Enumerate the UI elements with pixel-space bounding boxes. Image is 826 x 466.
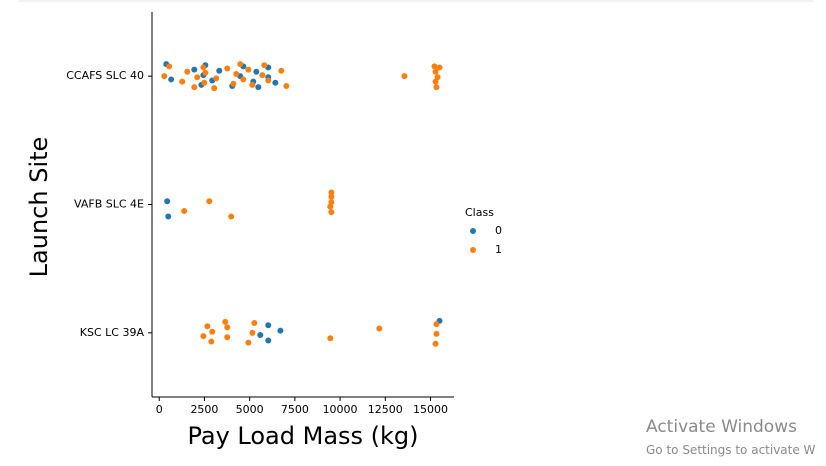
point — [230, 80, 237, 87]
x-tick-label: 15000 — [413, 403, 448, 416]
point — [257, 332, 264, 339]
point — [191, 66, 198, 73]
point — [278, 67, 285, 74]
point — [204, 323, 211, 330]
x-tick-label: 0 — [156, 403, 163, 416]
x-tick-label: 5000 — [236, 403, 264, 416]
point — [265, 337, 272, 344]
point — [201, 79, 208, 86]
point — [213, 75, 220, 82]
point — [228, 213, 235, 220]
point — [194, 74, 201, 81]
point — [327, 335, 334, 342]
point — [216, 67, 223, 74]
point — [434, 74, 441, 81]
point — [224, 334, 231, 341]
point — [436, 64, 443, 71]
point — [249, 329, 256, 336]
point — [165, 213, 172, 220]
point — [191, 84, 198, 91]
point — [209, 328, 216, 335]
point — [245, 66, 252, 73]
x-tick-label: 10000 — [323, 403, 358, 416]
point — [265, 77, 272, 84]
x-tick-label: 7500 — [281, 403, 309, 416]
legend-marker — [470, 228, 476, 234]
point — [222, 318, 229, 325]
point — [166, 63, 173, 70]
legend-label: 0 — [495, 224, 502, 237]
point — [253, 68, 260, 75]
point — [251, 320, 258, 327]
x-tick-label: 2500 — [190, 403, 218, 416]
point — [328, 189, 335, 196]
point — [432, 68, 439, 75]
point — [164, 198, 171, 205]
point — [259, 72, 266, 79]
point — [200, 64, 207, 71]
point — [208, 338, 215, 345]
point — [433, 321, 440, 328]
point — [202, 69, 209, 76]
x-axis-label: Pay Load Mass (kg) — [187, 422, 418, 450]
point — [224, 324, 231, 331]
point — [376, 325, 383, 332]
point — [240, 76, 247, 83]
point — [237, 61, 244, 68]
point — [184, 68, 191, 75]
point — [432, 340, 439, 347]
point — [179, 78, 186, 85]
legend-label: 1 — [495, 243, 502, 256]
legend-title: Class — [465, 206, 494, 219]
point — [181, 208, 188, 215]
watermark-subtitle: Go to Settings to activate W — [646, 443, 816, 457]
point — [328, 209, 335, 216]
point — [328, 199, 335, 206]
point — [206, 198, 213, 205]
y-tick-label: CCAFS SLC 40 — [66, 69, 144, 82]
point — [161, 73, 168, 80]
point — [249, 81, 256, 88]
point — [433, 84, 440, 91]
point — [265, 322, 272, 329]
point — [401, 73, 408, 80]
y-tick-label: VAFB SLC 4E — [74, 198, 144, 211]
point — [261, 62, 268, 69]
point — [431, 63, 438, 70]
point — [277, 327, 284, 334]
y-axis-label: Launch Site — [25, 137, 53, 278]
point — [233, 70, 240, 77]
y-tick-label: KSC LC 39A — [80, 326, 145, 339]
point — [200, 333, 207, 340]
point — [255, 84, 262, 91]
legend-marker — [470, 247, 476, 253]
watermark-title: Activate Windows — [646, 417, 797, 437]
point — [211, 85, 218, 92]
point — [224, 65, 231, 72]
x-tick-label: 12500 — [368, 403, 403, 416]
point — [168, 76, 175, 83]
point — [283, 82, 290, 89]
point — [245, 339, 252, 346]
point — [272, 79, 279, 86]
point — [433, 330, 440, 337]
point — [328, 193, 335, 200]
